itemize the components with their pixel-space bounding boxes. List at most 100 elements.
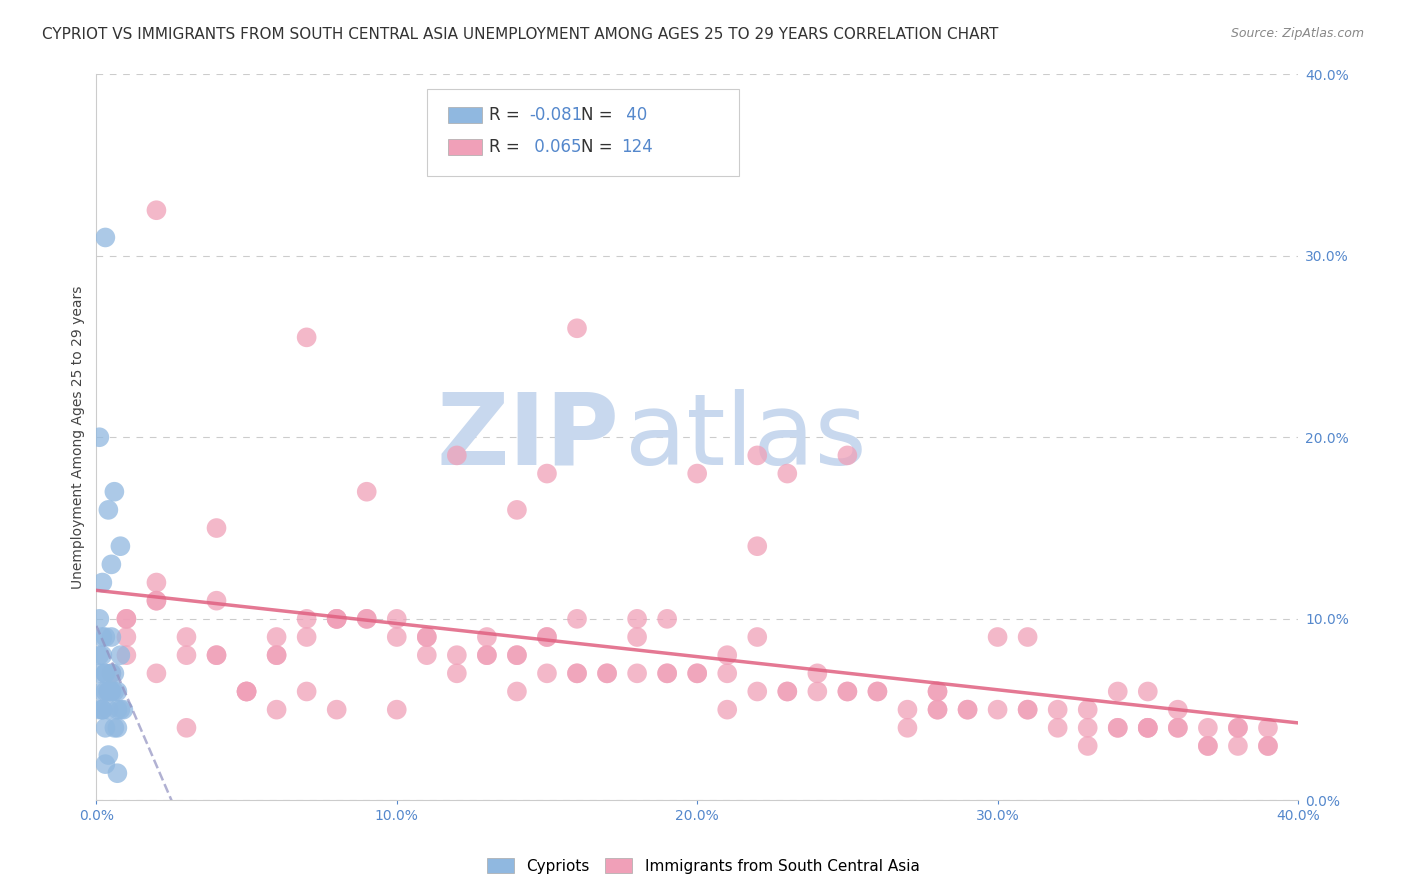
Point <box>716 666 738 681</box>
Point <box>475 630 498 644</box>
Point <box>1136 684 1159 698</box>
Point <box>325 612 347 626</box>
Point <box>100 684 122 698</box>
Point <box>115 648 138 662</box>
Point <box>1226 721 1249 735</box>
Text: Source: ZipAtlas.com: Source: ZipAtlas.com <box>1230 27 1364 40</box>
Point <box>385 612 408 626</box>
Point <box>1167 721 1189 735</box>
Point <box>896 721 918 735</box>
Point <box>416 630 439 644</box>
Point <box>205 521 228 535</box>
Point <box>866 684 889 698</box>
Point <box>97 684 120 698</box>
Point <box>536 630 558 644</box>
Point <box>145 203 167 218</box>
Point <box>776 684 799 698</box>
Point <box>145 593 167 607</box>
Point <box>837 684 859 698</box>
Point <box>105 766 128 780</box>
Point <box>506 648 529 662</box>
Point <box>446 666 468 681</box>
Point <box>1046 721 1069 735</box>
Point <box>356 612 378 626</box>
Point <box>1257 739 1279 753</box>
Point <box>91 703 114 717</box>
Point <box>655 666 678 681</box>
Point <box>1257 739 1279 753</box>
Point <box>295 630 318 644</box>
Text: CYPRIOT VS IMMIGRANTS FROM SOUTH CENTRAL ASIA UNEMPLOYMENT AMONG AGES 25 TO 29 Y: CYPRIOT VS IMMIGRANTS FROM SOUTH CENTRAL… <box>42 27 998 42</box>
Point <box>776 467 799 481</box>
Point <box>103 684 125 698</box>
Point <box>112 703 135 717</box>
Point <box>686 467 709 481</box>
Point <box>1226 739 1249 753</box>
Point <box>506 503 529 517</box>
Point <box>565 666 588 681</box>
Point <box>446 648 468 662</box>
Point <box>655 666 678 681</box>
Point <box>475 648 498 662</box>
Point <box>356 484 378 499</box>
Point <box>266 648 288 662</box>
Text: N =: N = <box>581 137 617 156</box>
Point <box>266 630 288 644</box>
Point <box>103 721 125 735</box>
Point <box>1017 703 1039 717</box>
Legend: Cypriots, Immigrants from South Central Asia: Cypriots, Immigrants from South Central … <box>481 852 925 880</box>
Point <box>105 703 128 717</box>
Point <box>97 503 120 517</box>
Point <box>927 684 949 698</box>
Point <box>89 430 111 444</box>
Point <box>385 703 408 717</box>
Point <box>1077 739 1099 753</box>
Point <box>1167 703 1189 717</box>
Point <box>747 539 769 553</box>
Point <box>596 666 619 681</box>
Point <box>205 648 228 662</box>
FancyBboxPatch shape <box>449 107 482 123</box>
Point <box>536 666 558 681</box>
Text: R =: R = <box>489 137 526 156</box>
Text: R =: R = <box>489 105 526 124</box>
Point <box>295 330 318 344</box>
Point <box>1167 721 1189 735</box>
Point <box>1136 721 1159 735</box>
Text: -0.081: -0.081 <box>529 105 582 124</box>
Point <box>956 703 979 717</box>
Point <box>103 484 125 499</box>
Text: 40: 40 <box>621 105 648 124</box>
Text: 124: 124 <box>621 137 654 156</box>
Point <box>91 703 114 717</box>
Point <box>747 684 769 698</box>
Point <box>115 630 138 644</box>
FancyBboxPatch shape <box>427 88 740 176</box>
Point <box>806 684 828 698</box>
Point <box>356 612 378 626</box>
Point <box>235 684 257 698</box>
Point <box>1046 703 1069 717</box>
Point <box>837 684 859 698</box>
Point <box>776 684 799 698</box>
Text: 0.065: 0.065 <box>529 137 582 156</box>
Point <box>506 684 529 698</box>
Point <box>176 648 198 662</box>
Point <box>115 612 138 626</box>
Point <box>115 612 138 626</box>
Point <box>927 703 949 717</box>
Point <box>105 684 128 698</box>
Point <box>416 630 439 644</box>
Point <box>325 612 347 626</box>
Point <box>235 684 257 698</box>
Point <box>747 449 769 463</box>
Point <box>896 703 918 717</box>
Point <box>1017 703 1039 717</box>
Point <box>325 703 347 717</box>
Point <box>97 703 120 717</box>
Point <box>565 321 588 335</box>
Point <box>110 703 132 717</box>
Point <box>1226 721 1249 735</box>
Point <box>956 703 979 717</box>
Point <box>866 684 889 698</box>
